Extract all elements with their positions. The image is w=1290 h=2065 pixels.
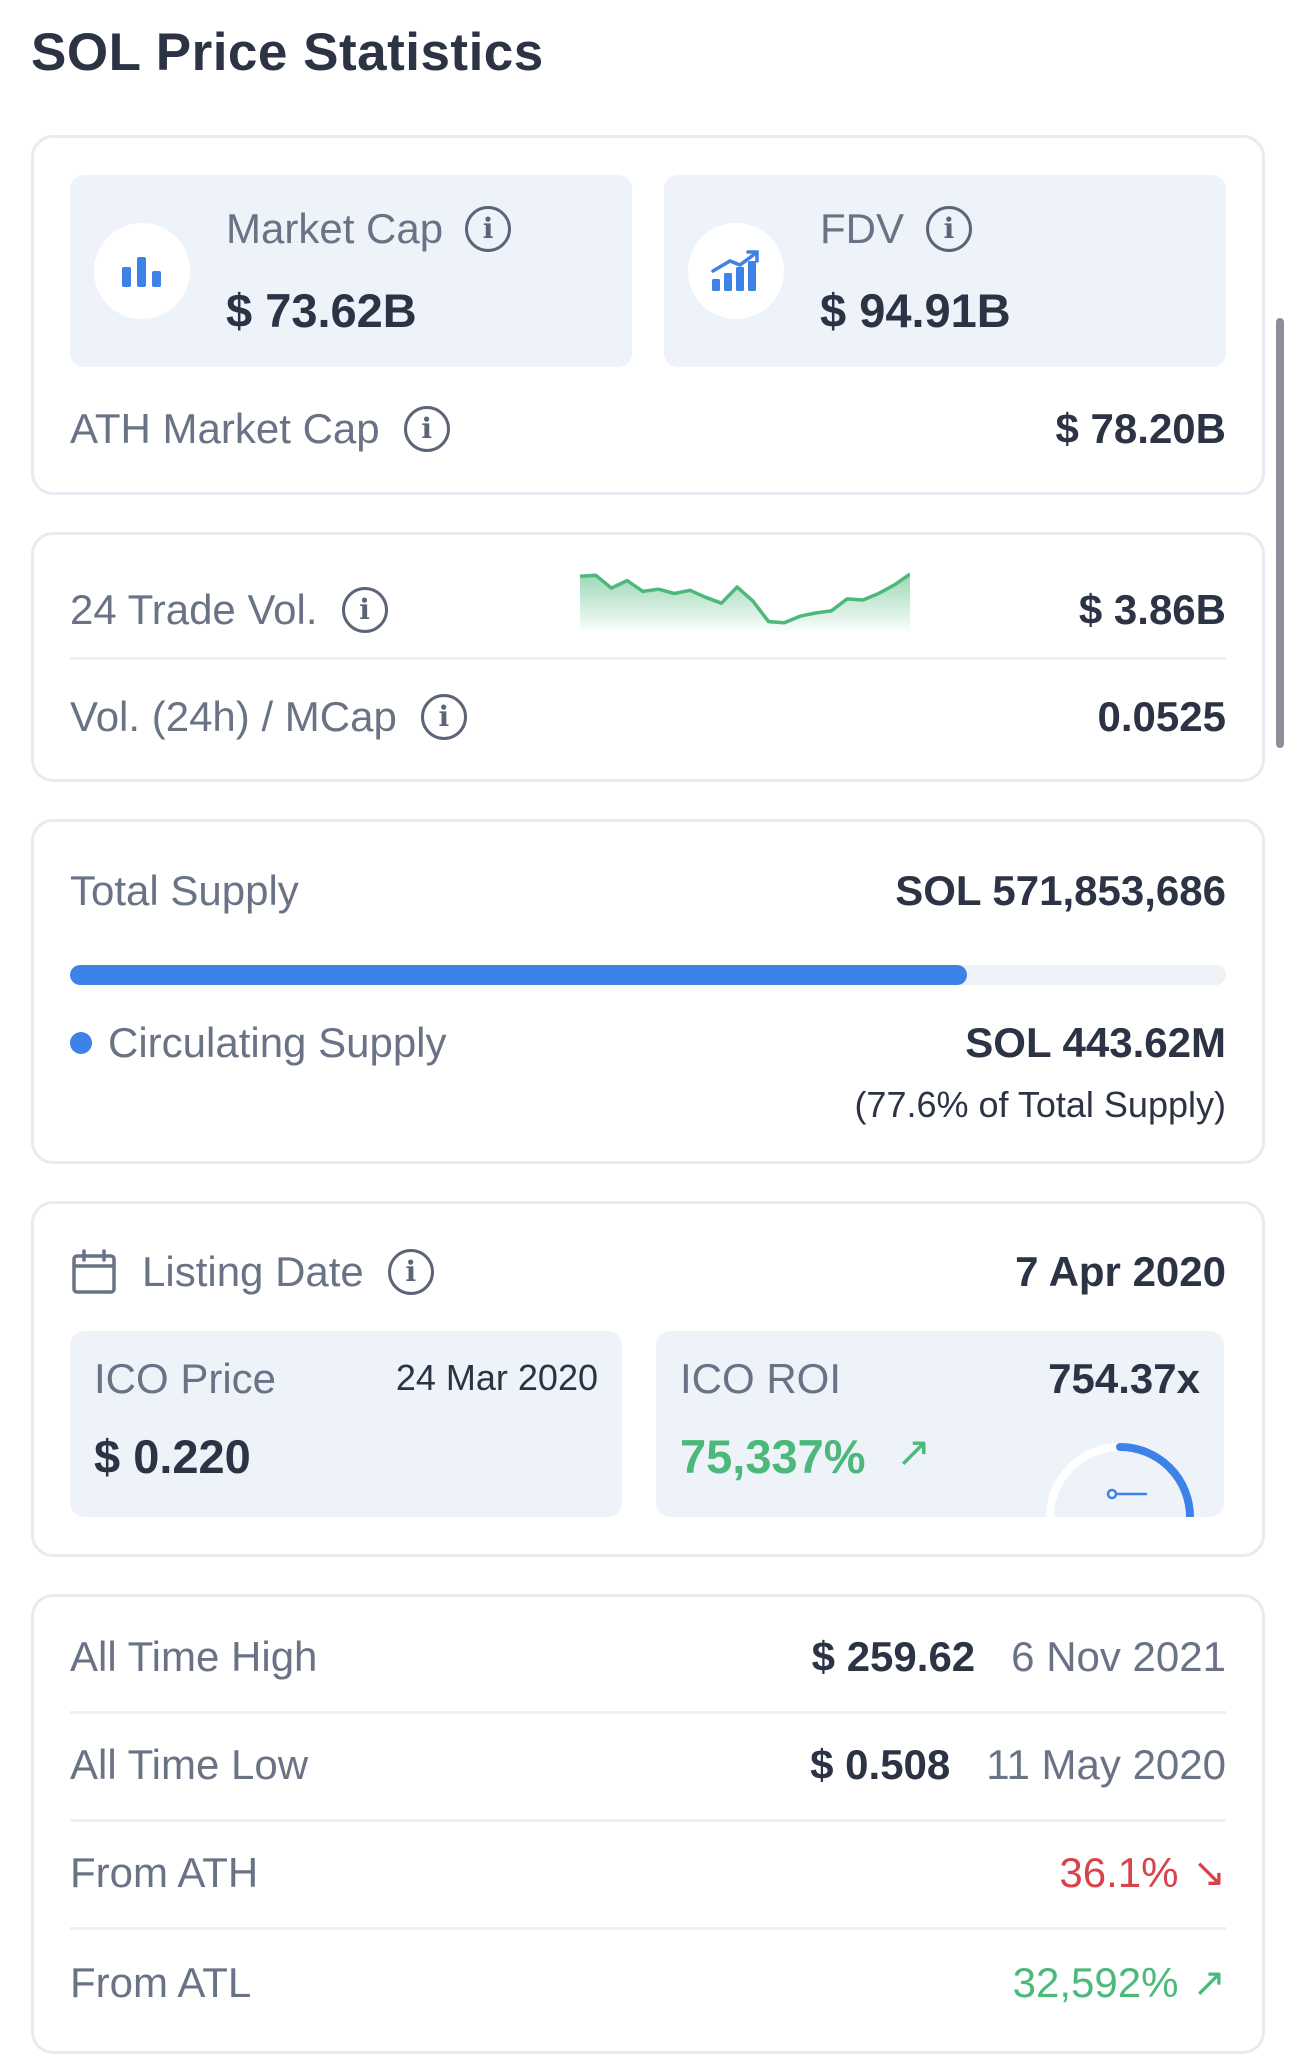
ath-label: All Time High: [70, 1633, 318, 1680]
divider: [70, 1711, 1226, 1714]
divider: [70, 1927, 1226, 1930]
sparkline-area: [580, 574, 910, 631]
page-title: SOL Price Statistics: [31, 23, 544, 82]
ath-date: 6 Nov 2021: [1011, 1633, 1226, 1680]
from-ath-row: From ATH 36.1% ↘: [70, 1831, 1226, 1915]
bar-chart-icon: [94, 223, 190, 319]
circulating-supply-row: Circulating Supply SOL 443.62M: [70, 1008, 1226, 1078]
ath-market-cap-label: ATH Market Cap: [70, 405, 380, 452]
atl-value: $ 0.508: [810, 1741, 951, 1788]
info-icon[interactable]: i: [387, 1249, 434, 1295]
vol-mcap-label: Vol. (24h) / MCap: [70, 693, 397, 740]
circulating-dot-icon: [70, 1032, 92, 1054]
ath-value: $ 259.62: [811, 1633, 976, 1680]
volume-card: 24 Trade Vol. i $ 3.86B Vol. (24h) / MCa…: [31, 532, 1265, 782]
from-ath-label: From ATH: [70, 1849, 259, 1896]
vol-mcap-row: Vol. (24h) / MCap i 0.0525: [70, 677, 1226, 757]
atl-date: 11 May 2020: [986, 1741, 1226, 1788]
from-ath-value: 36.1%: [1059, 1849, 1179, 1896]
trade-volume-value: $ 3.86B: [1078, 586, 1226, 633]
sparkline-line: [580, 572, 910, 625]
circulating-supply-label: Circulating Supply: [108, 1019, 447, 1066]
listing-date-label: Listing Date: [142, 1248, 364, 1295]
info-icon[interactable]: i: [465, 206, 512, 252]
roi-gauge-icon: [1046, 1443, 1194, 1517]
atl-label: All Time Low: [70, 1741, 309, 1788]
ico-price-box: ICO Price 24 Mar 2020 $ 0.220: [70, 1331, 622, 1517]
supply-progress-bar: [70, 965, 1226, 985]
trade-volume-label: 24 Trade Vol.: [70, 586, 318, 633]
total-supply-value: SOL 571,853,686: [895, 867, 1226, 914]
arrow-up-right-icon: ↗: [896, 1428, 932, 1475]
info-icon[interactable]: i: [403, 406, 450, 452]
ico-price-label: ICO Price: [94, 1355, 277, 1402]
market-cap-box: Market Cap i $ 73.62B: [70, 175, 632, 367]
supply-progress-fill: [70, 965, 968, 985]
market-cap-card: Market Cap i $ 73.62B FDV i $ 94.91B ATH…: [31, 135, 1265, 495]
from-atl-value: 32,592%: [1012, 1959, 1179, 2006]
market-cap-label: Market Cap: [226, 205, 444, 252]
ath-row: All Time High $ 259.62 6 Nov 2021: [70, 1615, 1226, 1699]
listing-date-row: Listing Date i 7 Apr 2020: [70, 1232, 1226, 1312]
ico-roi-box: ICO ROI 754.37x 75,337% ↗: [656, 1331, 1224, 1517]
listing-card: Listing Date i 7 Apr 2020 ICO Price 24 M…: [31, 1201, 1265, 1557]
divider: [70, 1819, 1226, 1822]
from-atl-label: From ATL: [70, 1959, 252, 2006]
fdv-box: FDV i $ 94.91B: [664, 175, 1226, 367]
ico-roi-label: ICO ROI: [680, 1355, 842, 1402]
listing-date-value: 7 Apr 2020: [1015, 1248, 1226, 1295]
scrollbar[interactable]: [1276, 318, 1284, 748]
ico-roi-multiple: 754.37x: [1048, 1355, 1200, 1402]
info-icon[interactable]: i: [926, 206, 972, 252]
ico-roi-percent: 75,337%: [680, 1430, 866, 1483]
total-supply-label: Total Supply: [70, 867, 299, 914]
info-icon[interactable]: i: [341, 587, 388, 633]
supply-card: Total Supply SOL 571,853,686 Circulating…: [31, 819, 1265, 1164]
vol-mcap-value: 0.0525: [1097, 693, 1226, 740]
fdv-value: $ 94.91B: [820, 284, 1011, 337]
circulating-supply-value: SOL 443.62M: [965, 1019, 1226, 1066]
trade-volume-row: 24 Trade Vol. i $ 3.86B: [70, 570, 1226, 650]
ico-price-value: $ 0.220: [94, 1430, 251, 1483]
ath-market-cap-value: $ 78.20B: [1055, 405, 1226, 452]
arrow-down-right-icon: ↘: [1192, 1851, 1226, 1895]
divider: [70, 657, 1226, 660]
fdv-label: FDV: [820, 205, 904, 252]
circulating-percent-text: (77.6% of Total Supply): [854, 1084, 1226, 1125]
volume-sparkline: [580, 572, 910, 631]
records-card: All Time High $ 259.62 6 Nov 2021 All Ti…: [31, 1594, 1265, 2054]
info-icon[interactable]: i: [420, 694, 467, 740]
arrow-up-right-icon: ↗: [1192, 1961, 1226, 2005]
ath-market-cap-row: ATH Market Cap i $ 78.20B: [70, 394, 1226, 464]
growth-chart-icon: [688, 223, 784, 319]
atl-row: All Time Low $ 0.508 11 May 2020: [70, 1723, 1226, 1807]
market-cap-value: $ 73.62B: [226, 284, 417, 337]
from-atl-row: From ATL 32,592% ↗: [70, 1941, 1226, 2025]
ico-price-date: 24 Mar 2020: [395, 1357, 598, 1398]
total-supply-row: Total Supply SOL 571,853,686: [70, 856, 1226, 926]
calendar-icon: [70, 1248, 118, 1296]
